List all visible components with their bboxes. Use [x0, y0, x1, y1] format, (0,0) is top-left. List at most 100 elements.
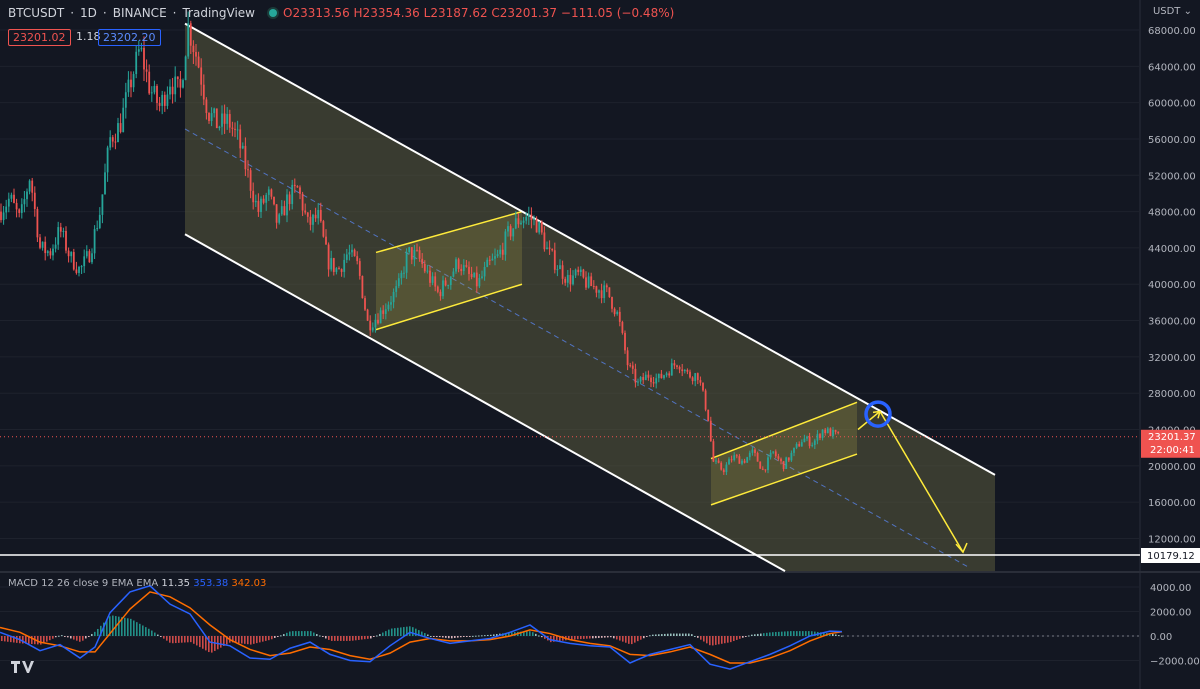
macd-histogram-bar	[130, 618, 132, 636]
macd-histogram-bar	[673, 633, 675, 636]
candle-body	[179, 79, 182, 88]
macd-histogram-bar	[55, 636, 57, 638]
candle-body	[780, 458, 782, 462]
macd-histogram-bar	[232, 636, 234, 643]
buy-price-button[interactable]: 23202.20	[98, 29, 161, 46]
macd-histogram-bar	[616, 636, 618, 640]
candle-body	[673, 363, 676, 366]
candle-body	[756, 452, 759, 462]
candle-body	[564, 278, 567, 283]
currency-menu[interactable]: USDT ⌄	[1153, 6, 1192, 17]
macd-histogram-bar	[493, 634, 495, 636]
candle-body	[161, 94, 164, 106]
macd-histogram-bar	[781, 631, 783, 636]
macd-histogram-bar	[247, 636, 249, 645]
candle-body	[348, 252, 351, 255]
candle-body	[265, 194, 268, 203]
candle-body	[525, 216, 528, 221]
candle-body	[559, 265, 561, 270]
macd-histogram-bar	[409, 626, 411, 636]
candle-body	[652, 382, 655, 384]
candle-body	[83, 256, 86, 267]
candle-body	[650, 377, 652, 383]
candle-body	[670, 363, 673, 376]
macd-histogram-bar	[412, 627, 414, 636]
candle-body	[803, 438, 806, 443]
macd-histogram-bar	[82, 636, 84, 641]
flag-lower-line	[710, 453, 858, 506]
macd-histogram-bar	[721, 636, 723, 644]
macd-histogram-bar	[559, 636, 561, 642]
macd-histogram-bar	[184, 636, 186, 643]
macd-histogram-bar	[145, 627, 147, 636]
candle-body	[509, 226, 512, 237]
macd-histogram-bar	[244, 636, 246, 644]
candle-body	[769, 452, 772, 458]
sell-price-button[interactable]: 23201.02	[8, 29, 71, 46]
candle-body	[707, 409, 710, 421]
macd-histogram-bar	[7, 636, 9, 642]
macd-histogram-bar	[301, 631, 303, 636]
candle-body	[634, 368, 637, 383]
horizontal-line-badge	[1141, 548, 1200, 563]
candle-body	[621, 321, 624, 333]
candle-body	[137, 49, 140, 52]
candle-body	[527, 214, 530, 217]
macd-histogram-bar	[709, 636, 711, 646]
macd-histogram-bar	[601, 636, 603, 638]
high-value: H23354.36	[353, 6, 420, 20]
candle-body	[366, 309, 369, 321]
macd-histogram-bar	[727, 636, 729, 643]
macd-histogram-bar	[13, 636, 15, 643]
candle-body	[101, 194, 104, 215]
tradingview-logo-icon[interactable]	[10, 658, 36, 680]
candle-body	[639, 377, 642, 382]
candle-body	[104, 172, 106, 195]
macd-histogram-bar	[670, 633, 672, 636]
candle-body	[618, 311, 621, 322]
channel-upper-line	[184, 22, 996, 476]
candle-body	[260, 198, 262, 212]
macd-histogram-bar	[691, 634, 693, 636]
candle-body	[481, 276, 483, 279]
candle-body	[374, 319, 377, 328]
candle-body	[629, 365, 632, 367]
candle-body	[267, 189, 270, 195]
macd-histogram-bar	[238, 636, 240, 644]
candle-body	[514, 218, 517, 229]
macd-histogram-bar	[571, 636, 573, 640]
candle-body	[540, 222, 543, 233]
candle-body	[111, 137, 114, 142]
candle-body	[813, 440, 816, 446]
candle-body	[80, 266, 83, 268]
change-value: −111.05 (−0.48%)	[560, 6, 675, 20]
macd-histogram-bar	[448, 636, 450, 639]
macd-histogram-bar	[43, 636, 45, 644]
candle-body	[192, 45, 195, 53]
candle-body	[696, 373, 699, 381]
spread-value: 1.18	[76, 30, 101, 43]
symbol-label[interactable]: BTCUSDT	[8, 6, 65, 20]
candle-body	[46, 251, 49, 254]
candle-body	[512, 228, 515, 237]
macd-histogram-bar	[751, 634, 753, 636]
countdown-label: 22:00:41	[1150, 445, 1195, 456]
macd-histogram-bar	[676, 633, 678, 636]
candle-body	[270, 189, 273, 197]
macd-histogram-bar	[250, 636, 252, 645]
candle-body	[683, 369, 686, 372]
price-tick-label: 40000.00	[1148, 280, 1196, 291]
candle-body	[106, 147, 109, 173]
macd-histogram-bar	[334, 636, 336, 641]
candle-body	[124, 92, 127, 108]
candle-body	[530, 214, 533, 220]
candle-body	[358, 261, 361, 276]
candle-body	[70, 252, 73, 257]
candle-body	[767, 457, 769, 471]
interval-label[interactable]: 1D	[80, 6, 97, 20]
macd-legend[interactable]: MACD 12 26 close 9 EMA EMA 11.35 353.38 …	[8, 578, 266, 589]
macd-histogram-bar	[658, 634, 660, 636]
macd-histogram-bar	[427, 634, 429, 636]
candle-body	[787, 457, 790, 461]
